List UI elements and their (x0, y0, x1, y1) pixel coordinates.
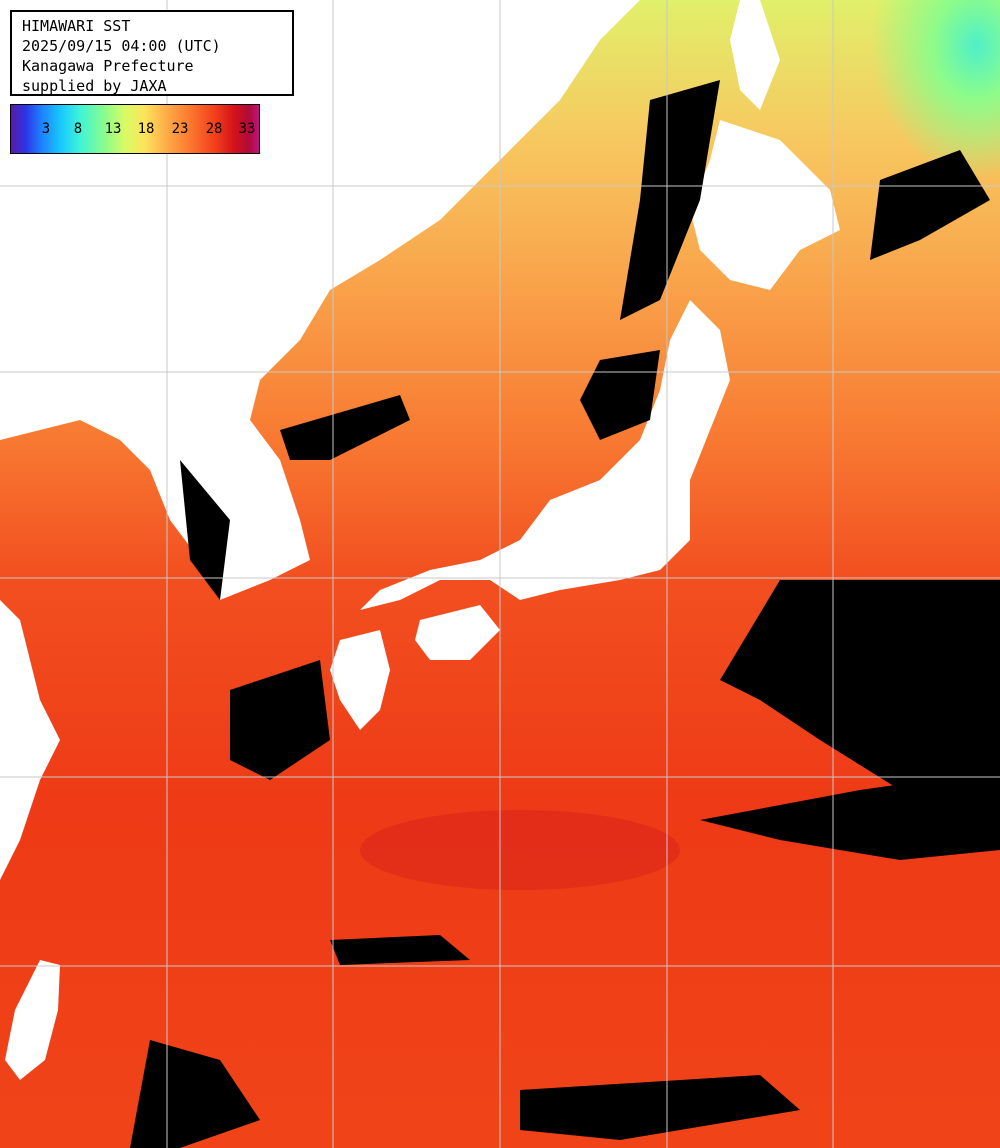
sakhalin (730, 0, 780, 110)
china-coast (0, 600, 60, 880)
cloud-sea-of-japan (280, 395, 410, 460)
cloud-south (330, 935, 470, 965)
kyushu (330, 630, 390, 730)
title-line-product: HIMAWARI SST (22, 17, 131, 35)
cloud-ne-cold (870, 150, 990, 260)
title-line-datetime: 2025/09/15 04:00 (UTC) (22, 37, 221, 55)
cloud-south-east (520, 1075, 800, 1140)
colorbar-tick: 8 (73, 121, 83, 137)
warm-core (360, 810, 680, 890)
colorbar-tick: 13 (104, 121, 122, 137)
cloud-southwest (130, 1040, 260, 1148)
taiwan (5, 960, 60, 1080)
hokkaido (690, 120, 840, 290)
cloud-east-china-sea (230, 660, 330, 780)
cloud-band-east (700, 770, 1000, 860)
temperature-colorbar: 3 8 13 18 23 28 33 (10, 104, 260, 154)
cloud-mask (130, 80, 1000, 1148)
honshu (360, 300, 730, 610)
colorbar-tick: 23 (171, 121, 189, 137)
cloud-east-pacific (720, 580, 1000, 790)
title-line-region: Kanagawa Prefecture (22, 57, 194, 75)
colorbar-tick: 28 (205, 121, 223, 137)
shikoku (415, 605, 500, 660)
colorbar-tick: 33 (238, 121, 256, 137)
colorbar-tick: 18 (137, 121, 155, 137)
cloud-yellow-sea (180, 460, 230, 600)
title-box: HIMAWARI SST 2025/09/15 04:00 (UTC) Kana… (10, 10, 294, 96)
colorbar-tick: 3 (41, 121, 51, 137)
title-line-credit: supplied by JAXA (22, 77, 167, 95)
cloud-hokkaido-north (620, 80, 720, 320)
